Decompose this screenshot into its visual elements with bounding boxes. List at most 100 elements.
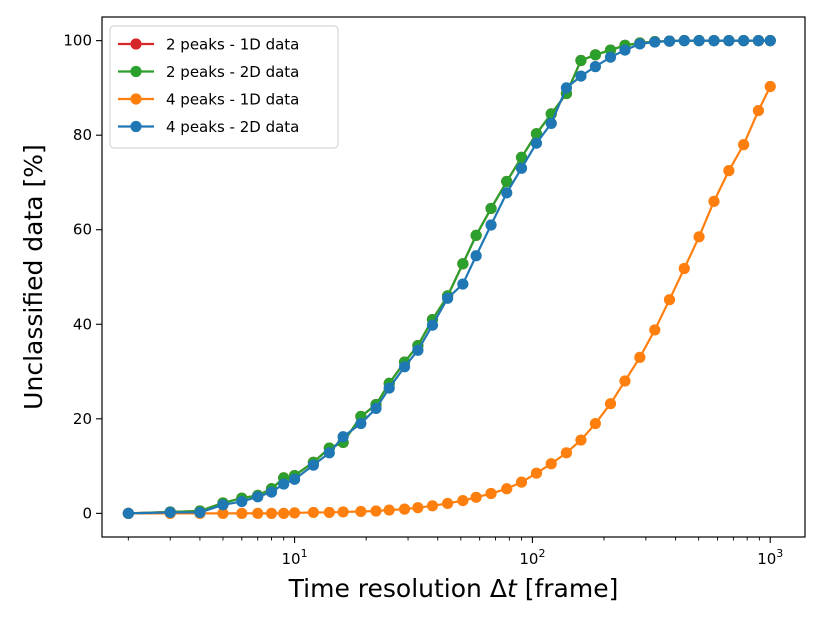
data-point <box>634 351 646 363</box>
legend-marker <box>130 93 142 105</box>
legend-marker <box>130 120 142 133</box>
data-point <box>217 507 229 519</box>
data-point <box>485 219 497 231</box>
data-point <box>398 503 411 515</box>
legend-label: 4 peaks - 2D data <box>166 118 299 136</box>
x-axis-label-variable: t <box>507 574 518 603</box>
legend-box <box>109 25 339 149</box>
x-tick-base: 10 <box>757 550 776 568</box>
data-point <box>589 417 601 430</box>
x-tick-base: 10 <box>282 550 301 568</box>
data-point <box>265 486 278 498</box>
y-tick-label: 80 <box>73 126 92 144</box>
x-axis: 101 102 103 <box>127 537 783 568</box>
data-point <box>575 54 587 67</box>
y-tick-label: 20 <box>73 410 92 428</box>
data-point <box>545 458 557 470</box>
data-point <box>337 431 349 443</box>
data-point <box>470 229 482 241</box>
data-point <box>589 61 601 73</box>
data-point <box>634 38 646 50</box>
data-point <box>307 506 319 519</box>
data-point <box>337 506 349 518</box>
x-tick-exponent: 1 <box>301 547 308 560</box>
data-point <box>236 495 248 508</box>
data-point <box>398 361 411 373</box>
data-point <box>619 375 631 387</box>
data-point <box>738 35 750 47</box>
legend: 2 peaks - 1D data 2 peaks - 2D data 4 peak… <box>109 25 339 149</box>
data-point <box>442 292 454 304</box>
x-axis-label: Time resolution Δt [frame] <box>288 574 619 603</box>
data-point <box>307 459 319 471</box>
data-point <box>412 502 424 514</box>
data-point <box>288 473 301 485</box>
x-tick-label: 101 <box>282 547 308 568</box>
data-point <box>442 497 454 510</box>
data-point <box>485 487 497 500</box>
x-tick-exponent: 2 <box>538 547 545 560</box>
y-tick-label: 40 <box>73 315 92 333</box>
legend-label: 4 peaks - 1D data <box>166 91 299 109</box>
y-tick-label: 100 <box>63 32 92 50</box>
data-point <box>323 506 335 519</box>
data-point <box>649 36 661 48</box>
data-point <box>545 117 557 129</box>
data-point <box>752 105 765 117</box>
data-point <box>515 162 528 174</box>
legend-marker <box>130 38 142 50</box>
data-point <box>501 483 513 495</box>
data-point <box>470 250 482 262</box>
data-point <box>501 187 513 199</box>
series-4 <box>122 35 776 519</box>
x-tick-exponent: 3 <box>776 547 783 560</box>
data-point <box>619 44 631 56</box>
data-point <box>457 495 469 507</box>
data-point <box>457 278 469 290</box>
data-point <box>383 504 395 516</box>
legend-item: 2 peaks - 1D data <box>118 36 299 54</box>
data-point <box>530 128 543 140</box>
x-tick-base: 10 <box>519 550 538 568</box>
data-point <box>515 151 528 163</box>
data-point <box>252 507 264 519</box>
data-point <box>355 417 367 430</box>
data-point <box>693 35 705 47</box>
data-point <box>663 35 676 47</box>
data-point <box>265 507 278 519</box>
data-point <box>470 491 482 503</box>
data-point <box>278 478 290 490</box>
x-tick-label: 103 <box>757 547 783 568</box>
data-point <box>764 35 776 47</box>
data-point <box>236 507 248 519</box>
legend-item: 4 peaks - 1D data <box>118 91 299 109</box>
legend-marker <box>130 65 142 78</box>
x-tick-label: 102 <box>519 547 545 568</box>
legend-label: 2 peaks - 1D data <box>166 36 299 54</box>
data-point <box>708 35 720 47</box>
data-point <box>370 402 382 415</box>
x-axis-label-suffix: [frame] <box>517 574 619 603</box>
data-point <box>530 467 543 479</box>
data-point <box>252 491 264 503</box>
data-point <box>383 382 395 394</box>
data-point <box>355 505 367 518</box>
data-point <box>589 49 601 61</box>
data-point <box>649 324 661 336</box>
data-point <box>764 80 776 93</box>
data-point <box>485 202 497 215</box>
y-tick-label: 60 <box>73 221 92 239</box>
plot-frame <box>101 16 806 538</box>
data-point <box>501 175 513 188</box>
data-point <box>288 507 301 519</box>
data-point <box>575 70 587 82</box>
y-axis-label: Unclassified data [%] <box>19 144 48 410</box>
data-point <box>412 344 424 356</box>
data-point <box>370 505 382 517</box>
data-point <box>323 447 335 459</box>
data-point <box>122 507 134 519</box>
data-point <box>457 258 469 270</box>
data-point <box>194 506 206 519</box>
data-point <box>164 506 176 519</box>
